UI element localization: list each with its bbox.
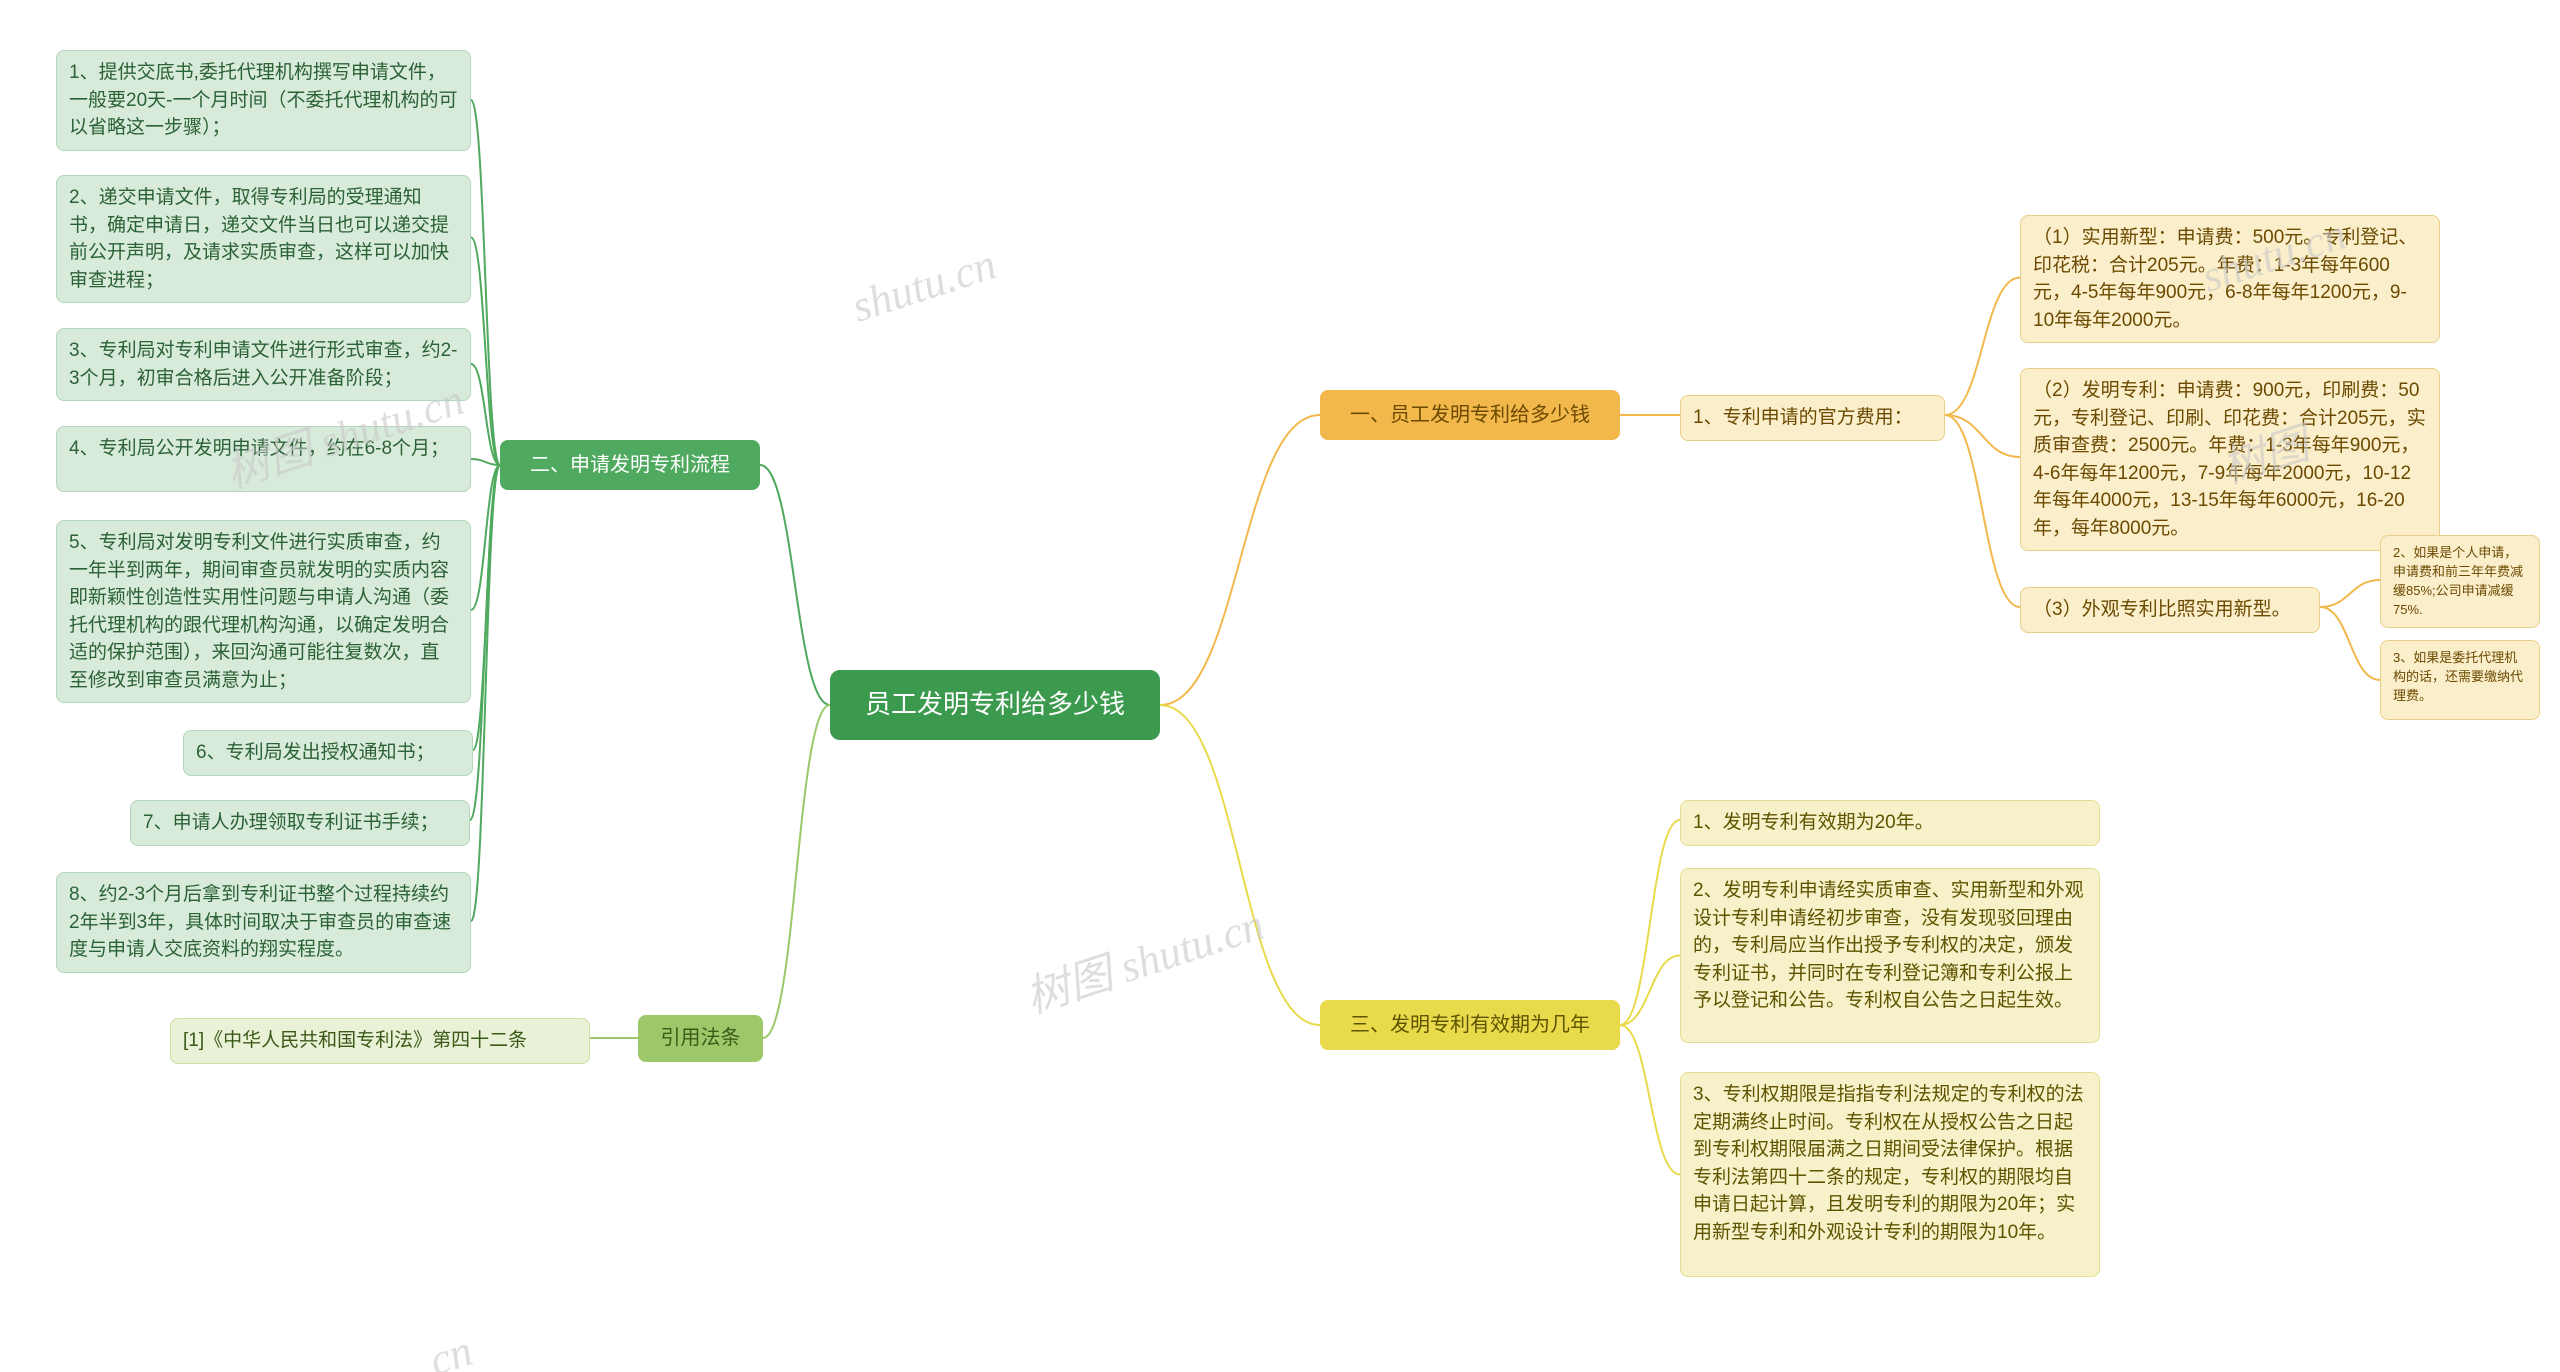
leaf-b2c4[interactable]: 4、专利局公开发明申请文件，约在6-8个月； (56, 426, 471, 492)
leaf-b2c1[interactable]: 1、提供交底书,委托代理机构撰写申请文件，一般要20天-一个月时间（不委托代理机… (56, 50, 471, 151)
branch-b2[interactable]: 二、申请发明专利流程 (500, 440, 760, 490)
connector (1945, 415, 2020, 457)
leaf-b2c3[interactable]: 3、专利局对专利申请文件进行形式审查，约2-3个月，初审合格后进入公开准备阶段； (56, 328, 471, 401)
branch-b3[interactable]: 三、发明专利有效期为几年 (1320, 1000, 1620, 1050)
connector (471, 364, 500, 465)
connector (471, 459, 500, 465)
leaf-b2c8[interactable]: 8、约2-3个月后拿到专利证书整个过程持续约2年半到3年，具体时间取决于审查员的… (56, 872, 471, 973)
connector (471, 100, 500, 465)
watermark: 树图 shutu.cn (1016, 888, 1271, 1025)
watermark: shutu.cn (846, 238, 1002, 332)
connector (1160, 705, 1320, 1025)
mindmap-canvas: 员工发明专利给多少钱 一、员工发明专利给多少钱 1、专利申请的官方费用： （1）实用新… (0, 0, 2560, 1372)
leaf-b1c1b[interactable]: （2）发明专利：申请费：900元，印刷费：50元，专利登记、印刷、印花费：合计2… (2020, 368, 2440, 551)
connector (763, 705, 830, 1038)
connector (1945, 415, 2020, 607)
leaf-b1c1[interactable]: 1、专利申请的官方费用： (1680, 395, 1945, 441)
connector (471, 465, 500, 610)
branch-b4[interactable]: 引用法条 (638, 1015, 763, 1062)
watermark: cn (423, 1325, 478, 1372)
leaf-b1c1c[interactable]: （3）外观专利比照实用新型。 (2020, 587, 2320, 633)
connector (2320, 580, 2380, 607)
connector (471, 465, 500, 921)
connector (1160, 415, 1320, 705)
connector (471, 238, 500, 466)
connector (1620, 956, 1680, 1026)
connector (473, 465, 500, 750)
leaf-b3c3[interactable]: 3、专利权期限是指指专利法规定的专利权的法定期满终止时间。专利权在从授权公告之日… (1680, 1072, 2100, 1277)
leaf-b2c7[interactable]: 7、申请人办理领取专利证书手续； (130, 800, 470, 846)
leaf-b1c1c2[interactable]: 3、如果是委托代理机构的话，还需要缴纳代理费。 (2380, 640, 2540, 720)
branch-b1[interactable]: 一、员工发明专利给多少钱 (1320, 390, 1620, 440)
connector (2320, 607, 2380, 680)
leaf-b1c1c1[interactable]: 2、如果是个人申请，申请费和前三年年费减缓85%;公司申请减缓75%. (2380, 535, 2540, 628)
leaf-b3c2[interactable]: 2、发明专利申请经实质审查、实用新型和外观设计专利申请经初步审查，没有发现驳回理… (1680, 868, 2100, 1043)
leaf-b2c2[interactable]: 2、递交申请文件，取得专利局的受理通知书，确定申请日，递交文件当日也可以递交提前… (56, 175, 471, 303)
connector (760, 465, 830, 705)
connector (1620, 820, 1680, 1025)
leaf-b2c6[interactable]: 6、专利局发出授权通知书； (183, 730, 473, 776)
leaf-b3c1[interactable]: 1、发明专利有效期为20年。 (1680, 800, 2100, 846)
leaf-b1c1a[interactable]: （1）实用新型：申请费：500元。专利登记、印花税：合计205元。年费：1-3年… (2020, 215, 2440, 343)
leaf-b2c5[interactable]: 5、专利局对发明专利文件进行实质审查，约一年半到两年，期间审查员就发明的实质内容… (56, 520, 471, 703)
connector (470, 465, 500, 820)
connector (1620, 1025, 1680, 1175)
connector (1945, 278, 2020, 416)
root-node[interactable]: 员工发明专利给多少钱 (830, 670, 1160, 740)
leaf-b4c1[interactable]: [1]《中华人民共和国专利法》第四十二条 (170, 1018, 590, 1064)
